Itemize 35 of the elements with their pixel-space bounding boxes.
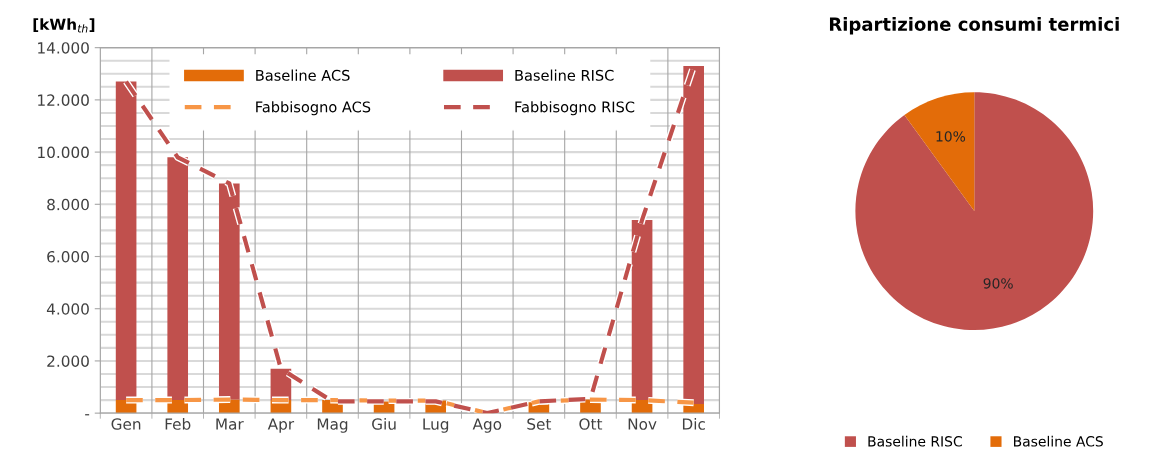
x-tick-label: Ago: [472, 418, 502, 433]
x-tick-label: Giu: [372, 418, 396, 430]
x-tick-label: Nov: [628, 418, 657, 430]
y-tick-label: 14.000: [38, 42, 89, 54]
x-tick-label: Set: [527, 418, 552, 430]
legend-label: Baseline RISC: [515, 69, 614, 81]
legend-label: Fabbisogno RISC: [515, 101, 635, 116]
bar: [167, 157, 189, 401]
pie-slice: [855, 92, 1094, 331]
x-tick-label: Feb: [165, 418, 191, 430]
legend-label: Baseline ACS: [256, 69, 350, 81]
x-tick-label: Apr: [267, 418, 295, 433]
y-tick-label: 12.000: [38, 94, 89, 106]
legend-label: Baseline ACS: [1014, 435, 1103, 447]
x-tick-label: Dic: [682, 418, 705, 430]
legend-label: Fabbisogno ACS: [256, 101, 371, 116]
x-tick-label: Lug: [423, 418, 449, 433]
chart-title: Ripartizione consumi termici: [829, 16, 1119, 35]
x-tick-label: Gen: [111, 418, 141, 430]
bar: [631, 219, 653, 401]
data-label: 90%: [983, 278, 1013, 289]
legend-label: Baseline RISC: [868, 435, 962, 447]
data-label: 10%: [936, 131, 966, 142]
y-tick-label: 8.000: [47, 198, 89, 211]
y-tick-label: 2.000: [47, 355, 89, 367]
y-tick-label: 6.000: [47, 250, 89, 263]
y-tick-label: -: [85, 414, 90, 416]
y-tick-label: 4.000: [46, 303, 89, 315]
x-tick-label: Mar: [216, 418, 244, 430]
bar: [218, 183, 240, 400]
y-axis-title: [kWh$_{th}$]: [33, 18, 95, 33]
y-tick-label: 10.000: [38, 146, 89, 159]
pie-slice: [904, 92, 975, 212]
x-tick-label: Mag: [317, 418, 348, 433]
x-tick-label: Ott: [579, 418, 603, 430]
